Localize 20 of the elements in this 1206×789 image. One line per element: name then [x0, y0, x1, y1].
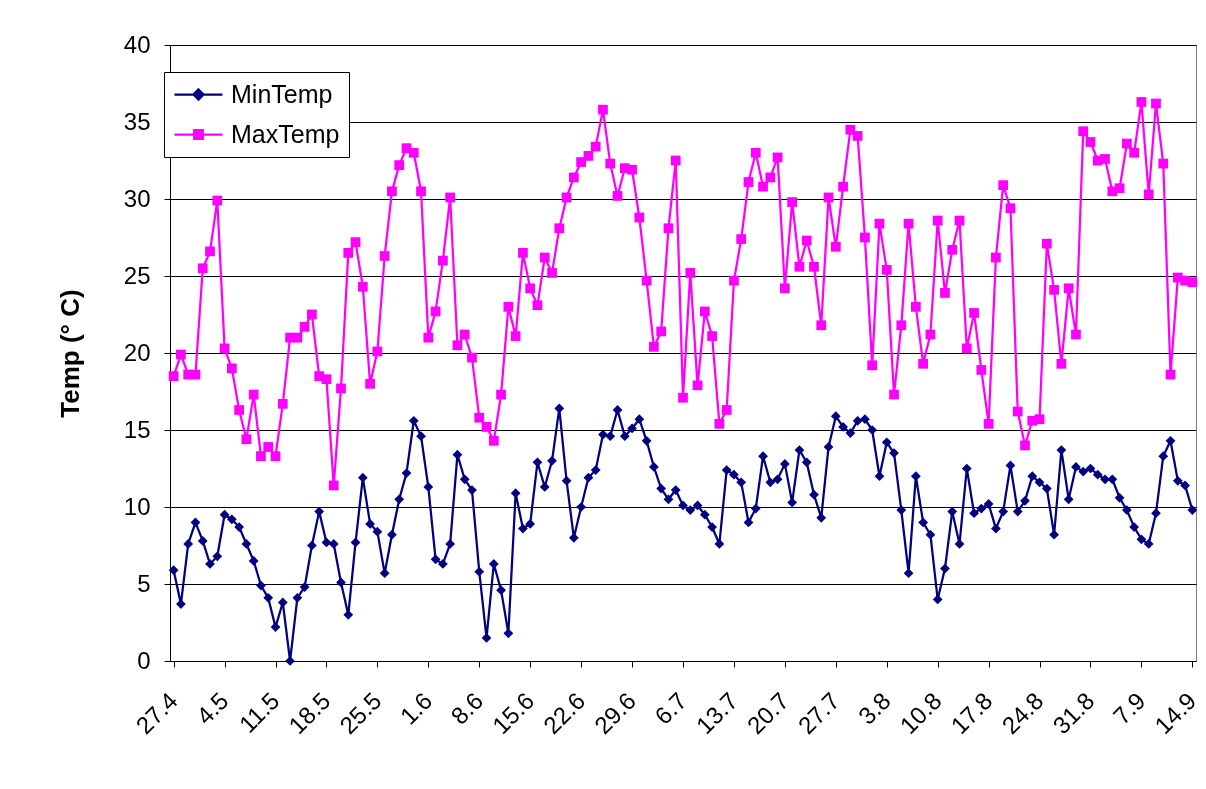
x-tick-label: 14.9 [1149, 686, 1202, 740]
x-tick-label: 6.7 [649, 686, 692, 730]
legend-label: MinTemp [231, 79, 333, 108]
y-tick-label: 15 [123, 415, 151, 443]
y-tick-label: 0 [137, 646, 151, 674]
x-tick-label: 31.8 [1047, 686, 1100, 740]
y-tick-label: 20 [123, 338, 151, 366]
legend-label: MaxTemp [231, 119, 340, 148]
y-tick-label: 30 [123, 184, 151, 212]
x-tick-label: 3.8 [853, 686, 896, 730]
y-tick-label: 10 [123, 492, 151, 520]
y-axis-title: Temp (° C) [54, 289, 85, 418]
y-tick-label: 25 [123, 261, 151, 289]
x-tick-label: 7.9 [1107, 686, 1151, 730]
y-tick-label: 40 [123, 30, 151, 58]
x-tick-label: 1.6 [394, 686, 438, 730]
y-tick-label: 5 [137, 569, 151, 597]
y-tick-label: 35 [123, 107, 151, 135]
x-tick-label: 4.5 [190, 686, 234, 730]
x-tick-label: 8.6 [445, 686, 489, 730]
